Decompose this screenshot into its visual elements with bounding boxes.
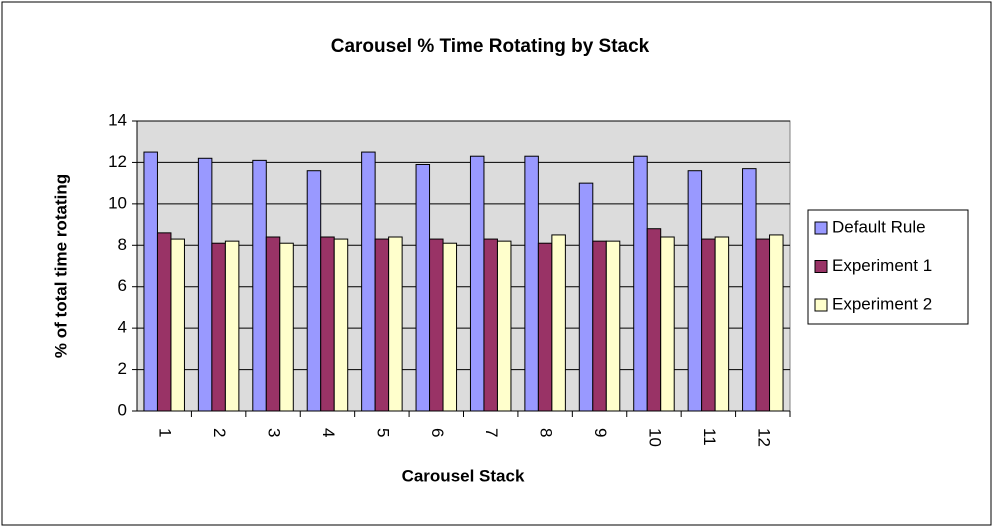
x-tick-label: 11 bbox=[700, 428, 719, 446]
bar bbox=[701, 238, 716, 412]
x-tick-label: 1 bbox=[156, 428, 175, 437]
x-tick-label: 6 bbox=[428, 428, 447, 437]
x-tick-label: 4 bbox=[319, 428, 338, 437]
legend-label: Default Rule bbox=[832, 217, 926, 236]
bar bbox=[156, 232, 172, 412]
bar bbox=[551, 234, 566, 412]
plot-area bbox=[136, 120, 791, 412]
bar bbox=[333, 238, 349, 412]
bar bbox=[578, 182, 594, 412]
bar bbox=[224, 240, 240, 412]
bar bbox=[714, 236, 730, 412]
bar bbox=[660, 236, 675, 412]
bar bbox=[537, 242, 553, 412]
bar bbox=[320, 236, 335, 412]
bar bbox=[769, 234, 784, 412]
bar bbox=[429, 238, 444, 412]
x-tick-label: 10 bbox=[645, 428, 664, 447]
bar bbox=[197, 157, 213, 412]
bar bbox=[483, 238, 498, 412]
y-tick-label: 8 bbox=[118, 235, 127, 254]
bar bbox=[306, 170, 322, 412]
x-tick-label: 12 bbox=[754, 428, 773, 447]
bar bbox=[496, 240, 512, 412]
bar bbox=[143, 151, 158, 412]
bar bbox=[252, 159, 267, 412]
x-tick-label: 8 bbox=[537, 428, 556, 437]
bar bbox=[211, 242, 226, 412]
legend bbox=[807, 209, 969, 325]
bar bbox=[687, 170, 703, 412]
bar bbox=[592, 240, 607, 412]
bar bbox=[524, 155, 539, 412]
y-tick-label: 10 bbox=[108, 193, 127, 212]
x-tick-label: 2 bbox=[210, 428, 229, 437]
bar bbox=[388, 236, 403, 412]
y-tick-label: 12 bbox=[108, 152, 127, 171]
x-axis-title: Carousel Stack bbox=[402, 466, 525, 485]
bar bbox=[361, 151, 376, 412]
legend-label: Experiment 1 bbox=[832, 256, 932, 275]
bar bbox=[646, 228, 662, 412]
bar bbox=[633, 155, 648, 412]
legend-swatch bbox=[814, 260, 828, 273]
bar bbox=[279, 242, 294, 412]
y-tick-label: 14 bbox=[108, 110, 127, 129]
chart-title: Carousel % Time Rotating by Stack bbox=[331, 36, 650, 57]
x-tick-label: 9 bbox=[591, 428, 610, 437]
bar bbox=[742, 168, 757, 412]
y-axis-title: % of total time rotating bbox=[51, 174, 70, 358]
bar bbox=[442, 242, 458, 412]
y-tick-label: 6 bbox=[118, 276, 127, 295]
bar bbox=[265, 236, 281, 412]
x-tick-label: 7 bbox=[482, 428, 501, 437]
x-tick-label: 5 bbox=[373, 428, 392, 437]
legend-swatch bbox=[814, 298, 828, 312]
legend-label: Experiment 2 bbox=[832, 294, 932, 313]
bar bbox=[469, 155, 485, 412]
y-tick-label: 0 bbox=[118, 400, 127, 419]
x-tick-label: 3 bbox=[265, 428, 284, 437]
bar bbox=[605, 240, 621, 412]
bar bbox=[755, 238, 771, 412]
legend-swatch bbox=[814, 221, 828, 235]
y-tick-label: 2 bbox=[118, 359, 127, 378]
bar bbox=[415, 164, 431, 412]
bar bbox=[374, 238, 390, 412]
bar bbox=[170, 238, 185, 412]
y-tick-label: 4 bbox=[118, 318, 127, 337]
